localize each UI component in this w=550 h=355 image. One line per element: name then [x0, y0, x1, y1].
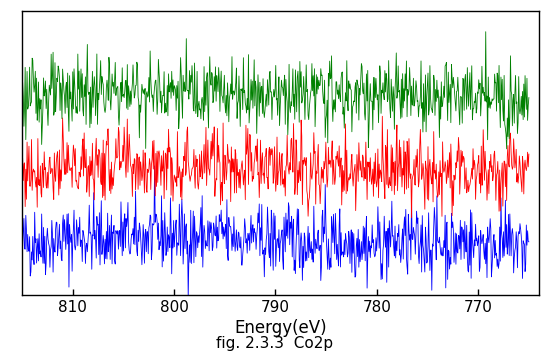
- X-axis label: Energy(eV): Energy(eV): [234, 319, 327, 337]
- Text: fig. 2.3.3  Co2p: fig. 2.3.3 Co2p: [217, 337, 333, 351]
